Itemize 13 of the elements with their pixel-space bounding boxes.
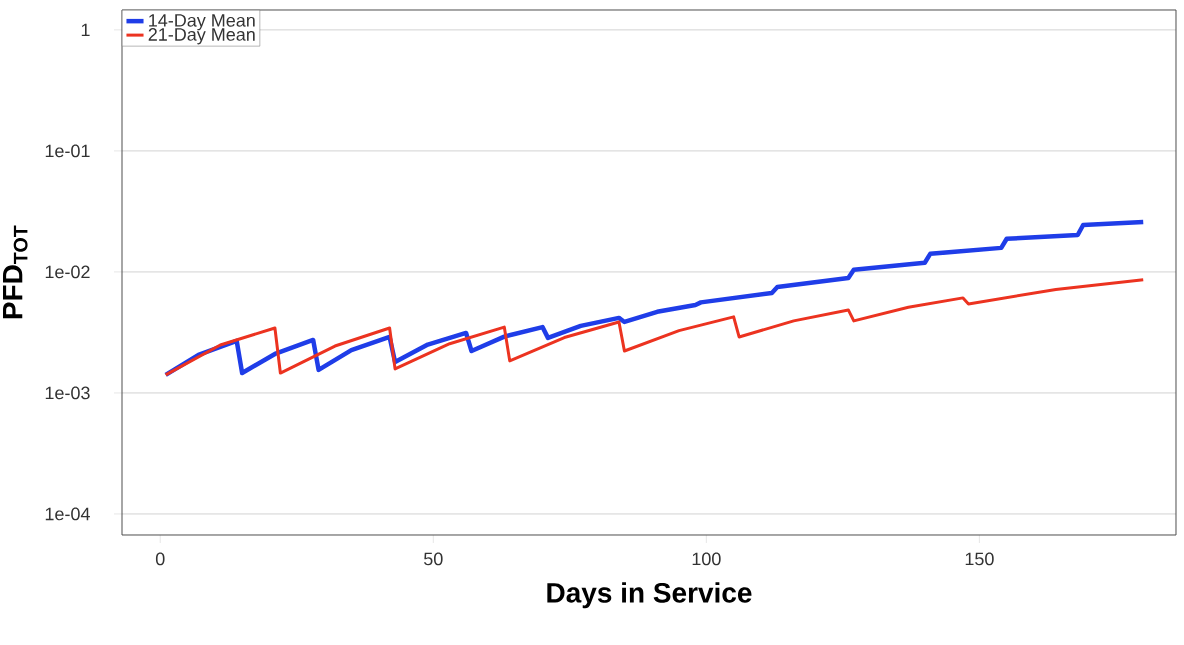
line-series [164,278,1145,377]
x-tick-label: 150 [965,552,994,566]
x-tick-label: 0 [155,552,165,566]
y-tick-label: 1e-04 [45,507,90,521]
y-tick-label: 1e-01 [45,144,90,158]
x-tick-label: 50 [424,552,443,566]
y-tick-label: 1e-03 [45,386,90,400]
y-tick-label: 1e-02 [45,265,90,279]
x-axis-title: Days in Service [547,582,752,609]
y-axis-title: PFD$_{TOT}$ [3,225,28,319]
x-tick-label: 100 [692,552,721,566]
y-tick-label: 1 [81,23,90,37]
line-series [163,219,1146,378]
